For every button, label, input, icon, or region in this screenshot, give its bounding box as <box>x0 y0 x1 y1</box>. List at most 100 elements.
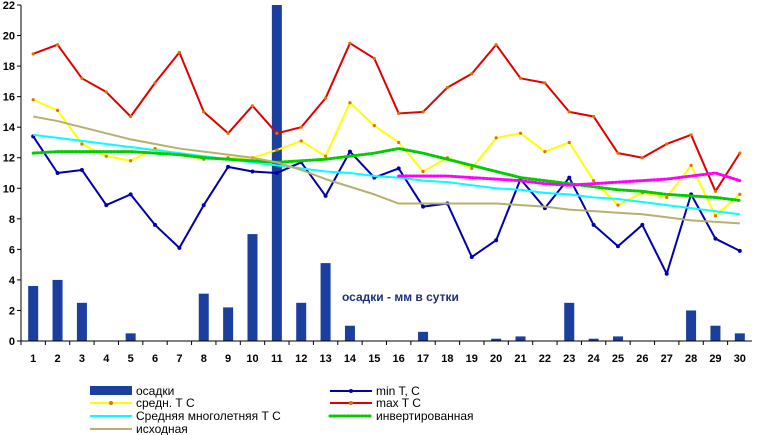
series-point <box>397 111 401 116</box>
series-point <box>713 189 718 193</box>
series-point <box>665 142 669 146</box>
precip-bar <box>734 333 745 341</box>
y-tick-label: 12 <box>3 153 15 165</box>
series-point <box>665 195 669 200</box>
series-point <box>153 222 158 227</box>
precip-bar <box>198 293 209 341</box>
series-point <box>79 167 84 172</box>
series-point <box>592 179 596 183</box>
x-tick-label: 14 <box>344 353 357 365</box>
y-tick-label: 16 <box>3 92 15 104</box>
series-line <box>32 98 741 217</box>
precip-bar <box>247 234 258 341</box>
precip-bar <box>686 310 697 341</box>
y-tick-label: 6 <box>9 244 15 256</box>
series-point <box>104 90 108 94</box>
precip-bar <box>491 338 502 341</box>
legend-label: min T, C <box>376 384 420 398</box>
series-line <box>397 171 742 187</box>
x-tick-label: 1 <box>30 353 36 365</box>
series-point <box>274 171 279 175</box>
series-point <box>397 140 401 145</box>
series-point <box>494 43 498 47</box>
series-point <box>616 151 620 155</box>
series-point <box>80 142 84 146</box>
x-tick-label: 7 <box>176 353 182 365</box>
series-point <box>129 114 133 119</box>
series-point <box>104 154 108 158</box>
series-point <box>567 110 571 114</box>
x-tick-label: 2 <box>54 353 60 365</box>
series-point <box>347 149 352 154</box>
series-point <box>31 52 35 56</box>
legend-item: Средняя многолетняя Т С <box>90 409 281 423</box>
series-5 <box>31 147 742 202</box>
series-point <box>591 222 596 227</box>
series-point <box>299 125 303 129</box>
precip-bar <box>28 286 39 341</box>
x-tick-label: 21 <box>514 353 526 365</box>
series-point <box>689 163 693 167</box>
x-tick-label: 8 <box>201 353 207 365</box>
x-tick-label: 20 <box>490 353 502 365</box>
y-tick-label: 10 <box>3 183 15 195</box>
series-point <box>55 43 60 47</box>
series-point <box>567 140 571 145</box>
series-point <box>713 214 718 218</box>
series-point <box>275 148 279 152</box>
x-tick-label: 22 <box>539 353 551 365</box>
series-line <box>32 115 740 225</box>
y-tick-label: 14 <box>3 122 16 134</box>
series-1 <box>31 134 742 276</box>
x-tick-label: 19 <box>466 353 478 365</box>
series-point <box>31 98 35 102</box>
series-point <box>640 156 644 160</box>
x-tick-label: 17 <box>417 353 429 365</box>
precip-bar <box>223 307 234 341</box>
chart-legend: осадки min T, C средн. Т С max T C Средняя м… <box>90 384 474 435</box>
series-4 <box>33 133 740 216</box>
legend-item: min T, C <box>330 384 420 398</box>
series-point <box>494 136 498 140</box>
x-tick-label: 10 <box>246 353 258 365</box>
series-point <box>55 108 60 112</box>
series-point <box>494 238 499 243</box>
precipitation-annotation: осадки - мм в сутки <box>342 290 459 304</box>
series-point <box>543 81 547 85</box>
legend-item: осадки <box>90 384 174 398</box>
series-point <box>421 110 425 114</box>
precip-bar <box>320 263 331 341</box>
series-point <box>615 244 620 249</box>
x-tick-label: 11 <box>271 353 283 365</box>
series-point <box>80 76 84 80</box>
precip-bar <box>515 336 526 341</box>
series-point <box>518 131 523 135</box>
series-line <box>33 133 740 216</box>
y-tick-label: 8 <box>9 214 15 226</box>
legend-label: средн. Т С <box>136 396 195 410</box>
series-line <box>31 147 742 202</box>
series-point <box>55 171 60 175</box>
series-point <box>421 169 425 174</box>
legend-item: исходная <box>90 422 188 435</box>
y-tick-label: 0 <box>9 336 15 348</box>
series-point <box>153 81 157 85</box>
series-point <box>396 166 401 171</box>
x-tick-label: 28 <box>685 353 697 365</box>
series-point <box>518 76 523 80</box>
series-point <box>738 192 742 196</box>
x-tick-label: 24 <box>587 353 600 365</box>
precip-bar <box>588 338 599 341</box>
y-axis-ticks: 0 2 4 6 8 10 12 14 16 18 20 22 <box>3 0 21 348</box>
x-tick-label: 30 <box>734 353 746 365</box>
legend-label: max T C <box>376 396 421 410</box>
series-point <box>177 50 181 54</box>
precip-bar <box>76 302 87 341</box>
x-tick-label: 29 <box>709 353 721 365</box>
y-tick-label: 2 <box>9 305 15 317</box>
y-tick-label: 22 <box>3 0 15 12</box>
x-tick-label: 23 <box>563 353 575 365</box>
x-tick-label: 25 <box>612 353 624 365</box>
legend-item: инвертированная <box>328 409 474 423</box>
series-6 <box>32 115 740 225</box>
